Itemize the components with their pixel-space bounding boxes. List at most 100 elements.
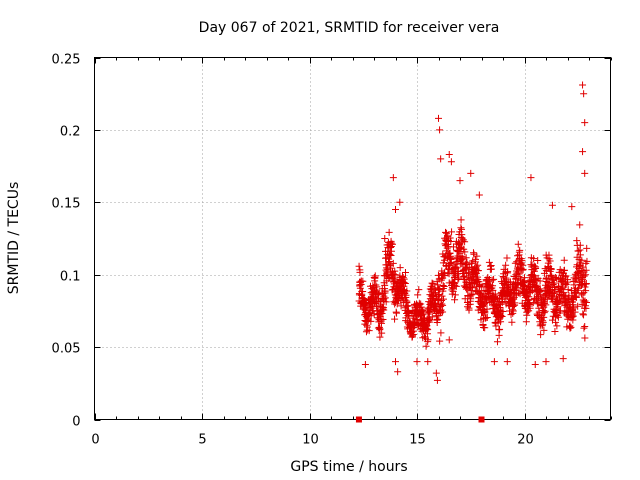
chart-title: Day 067 of 2021, SRMTID for receiver ver… bbox=[199, 20, 500, 36]
data-point bbox=[363, 323, 371, 331]
data-point bbox=[548, 201, 556, 209]
data-point bbox=[359, 288, 367, 296]
data-point bbox=[367, 312, 375, 320]
data-point bbox=[447, 259, 455, 267]
data-point bbox=[453, 264, 461, 272]
data-point bbox=[536, 277, 544, 285]
data-point bbox=[451, 281, 459, 289]
data-point bbox=[540, 326, 548, 334]
data-point bbox=[365, 327, 373, 335]
data-point bbox=[456, 177, 464, 185]
plot-frame bbox=[94, 57, 611, 420]
data-point bbox=[569, 312, 577, 320]
data-point bbox=[519, 265, 527, 273]
data-point bbox=[424, 358, 432, 366]
data-point bbox=[438, 292, 446, 300]
data-point bbox=[391, 315, 399, 323]
data-point bbox=[578, 256, 586, 264]
data-point bbox=[359, 277, 367, 285]
y-tick-label: 0.05 bbox=[52, 342, 81, 357]
data-point bbox=[580, 311, 588, 319]
data-point bbox=[371, 272, 379, 280]
data-point bbox=[487, 262, 495, 270]
data-point bbox=[508, 318, 516, 326]
data-point bbox=[461, 238, 469, 246]
data-point bbox=[578, 281, 586, 289]
data-point bbox=[551, 328, 559, 336]
data-point bbox=[442, 228, 450, 236]
data-point bbox=[559, 355, 567, 363]
data-point bbox=[376, 333, 384, 341]
data-point bbox=[434, 315, 442, 323]
data-point bbox=[489, 286, 497, 294]
data-point bbox=[455, 274, 463, 282]
data-point bbox=[483, 314, 491, 322]
data-point bbox=[389, 259, 397, 267]
data-point bbox=[379, 305, 387, 313]
data-point bbox=[449, 287, 457, 295]
data-point bbox=[381, 235, 389, 242]
data-point bbox=[497, 318, 505, 326]
data-point bbox=[533, 297, 541, 305]
data-point bbox=[553, 322, 561, 330]
data-point bbox=[530, 255, 538, 263]
data-point bbox=[379, 315, 387, 323]
data-point bbox=[428, 313, 436, 321]
data-point bbox=[579, 148, 587, 156]
data-point bbox=[392, 358, 399, 366]
data-point bbox=[392, 206, 399, 214]
data-point bbox=[523, 308, 531, 316]
data-point bbox=[571, 308, 579, 316]
data-point bbox=[582, 304, 590, 312]
data-point bbox=[525, 287, 533, 295]
data-point bbox=[503, 254, 511, 262]
data-point bbox=[504, 268, 512, 276]
data-point bbox=[527, 174, 535, 182]
data-point bbox=[456, 245, 464, 253]
data-point bbox=[374, 290, 382, 298]
data-point bbox=[387, 264, 395, 272]
data-point bbox=[583, 244, 591, 252]
data-point bbox=[415, 286, 423, 294]
data-point bbox=[516, 246, 524, 254]
data-point bbox=[452, 282, 460, 290]
data-point bbox=[415, 299, 423, 307]
data-point bbox=[581, 283, 589, 291]
data-point bbox=[507, 311, 515, 319]
data-point bbox=[567, 323, 575, 331]
data-point bbox=[472, 255, 480, 263]
data-point bbox=[569, 316, 577, 324]
data-point bbox=[579, 263, 587, 271]
data-point bbox=[469, 290, 477, 298]
data-point bbox=[454, 276, 462, 284]
data-point bbox=[386, 251, 394, 259]
data-point bbox=[572, 293, 580, 301]
data-point bbox=[579, 310, 587, 318]
data-point bbox=[490, 275, 498, 283]
data-point bbox=[542, 301, 550, 309]
data-point bbox=[546, 257, 554, 265]
data-point bbox=[467, 295, 475, 303]
data-point bbox=[356, 268, 364, 276]
data-point bbox=[417, 300, 425, 308]
x-tick-label: 10 bbox=[302, 433, 319, 448]
data-point bbox=[474, 266, 482, 274]
data-point bbox=[542, 358, 550, 366]
data-points bbox=[355, 81, 591, 384]
data-point bbox=[378, 329, 386, 337]
data-point bbox=[355, 262, 363, 270]
data-point bbox=[532, 265, 540, 273]
data-point bbox=[533, 300, 541, 308]
data-point bbox=[457, 224, 465, 232]
data-point bbox=[531, 360, 539, 368]
data-point bbox=[511, 299, 519, 307]
data-point bbox=[394, 368, 402, 376]
data-point bbox=[382, 298, 390, 306]
data-point bbox=[502, 261, 510, 269]
data-point bbox=[375, 289, 383, 297]
data-point bbox=[574, 284, 582, 292]
x-tick-label: 0 bbox=[91, 433, 99, 448]
data-point bbox=[579, 81, 587, 89]
data-point bbox=[574, 302, 582, 310]
data-point bbox=[380, 306, 388, 314]
